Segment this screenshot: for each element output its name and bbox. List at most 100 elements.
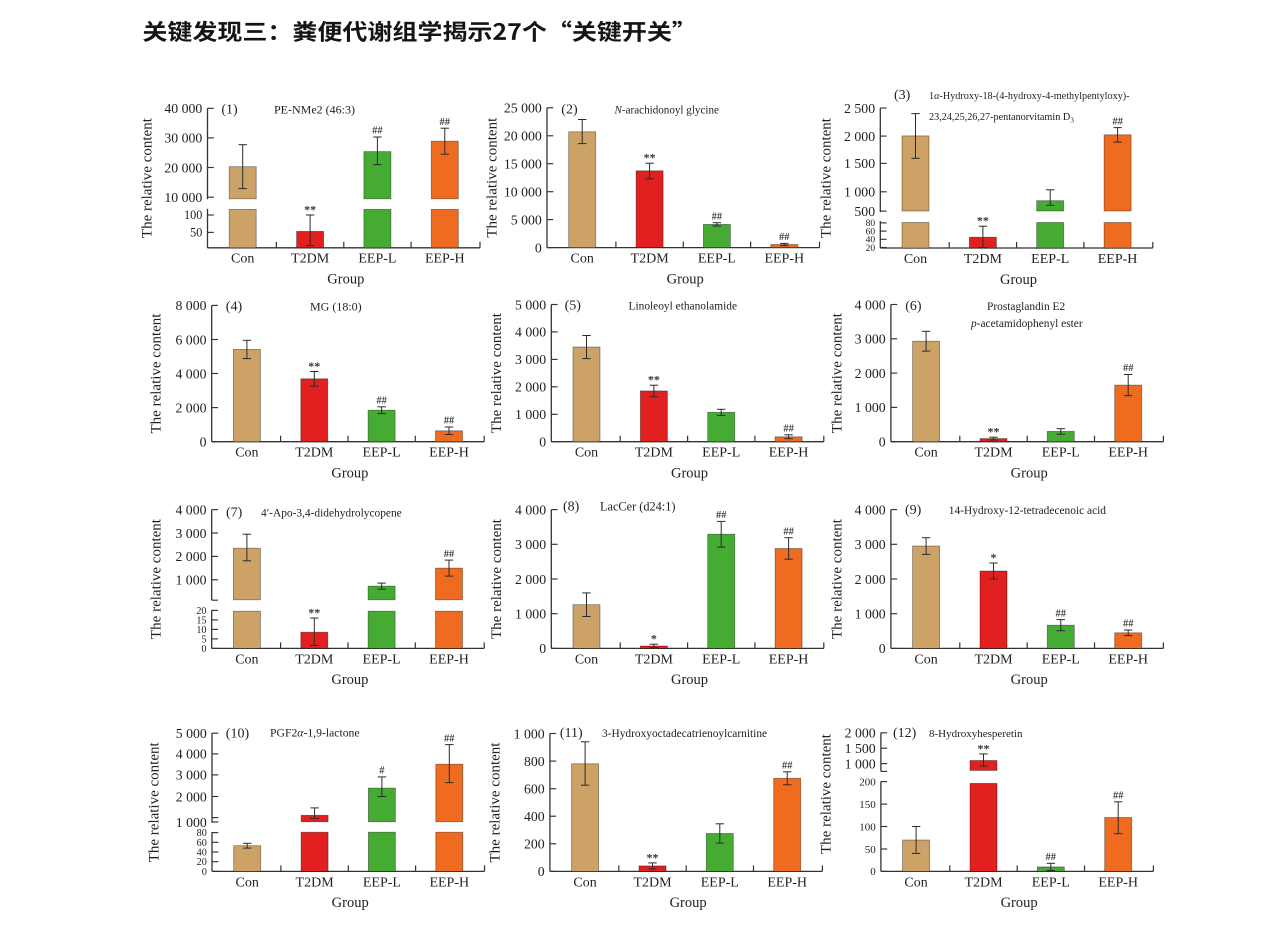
svg-text:0: 0 xyxy=(539,641,546,656)
svg-text:(5): (5) xyxy=(565,299,582,314)
svg-text:0: 0 xyxy=(539,435,546,450)
svg-text:0: 0 xyxy=(201,644,206,655)
svg-text:4 000: 4 000 xyxy=(176,747,207,762)
svg-text:2 000: 2 000 xyxy=(175,400,206,415)
svg-text:1 000: 1 000 xyxy=(175,573,206,588)
svg-text:2 000: 2 000 xyxy=(176,789,207,804)
svg-text:PGF2α-1,9-lactone: PGF2α-1,9-lactone xyxy=(270,727,360,740)
svg-text:Con: Con xyxy=(575,652,598,667)
svg-text:14-Hydroxy-12-tetradecenoic ac: 14-Hydroxy-12-tetradecenoic acid xyxy=(949,505,1106,517)
svg-text:**: ** xyxy=(644,151,656,165)
svg-text:**: ** xyxy=(647,850,659,864)
svg-text:Group: Group xyxy=(667,271,704,287)
svg-text:**: ** xyxy=(648,373,660,387)
svg-text:4 000: 4 000 xyxy=(855,502,886,517)
svg-text:3 000: 3 000 xyxy=(175,526,206,541)
svg-text:(7): (7) xyxy=(226,506,243,521)
svg-text:20: 20 xyxy=(197,857,207,868)
svg-text:##: ## xyxy=(1056,608,1067,619)
svg-text:EEP-L: EEP-L xyxy=(698,252,736,267)
svg-text:(9): (9) xyxy=(905,503,922,518)
svg-text:100: 100 xyxy=(859,821,876,833)
svg-text:##: ## xyxy=(712,211,723,222)
svg-text:4 000: 4 000 xyxy=(515,502,546,517)
svg-text:40 000: 40 000 xyxy=(164,101,202,116)
svg-text:EEP-H: EEP-H xyxy=(425,252,465,267)
svg-text:The relative content: The relative content xyxy=(819,117,835,238)
svg-text:EEP-L: EEP-L xyxy=(363,652,401,667)
svg-text:40: 40 xyxy=(197,848,207,859)
svg-text:1 000: 1 000 xyxy=(845,756,876,771)
svg-text:Con: Con xyxy=(573,875,596,890)
svg-text:*: * xyxy=(651,632,657,646)
svg-text:2 000: 2 000 xyxy=(515,380,546,395)
svg-text:##: ## xyxy=(440,117,451,128)
svg-text:4 000: 4 000 xyxy=(855,297,886,312)
svg-text:Group: Group xyxy=(327,272,364,288)
svg-text:0: 0 xyxy=(538,864,545,879)
svg-text:1 000: 1 000 xyxy=(176,815,207,830)
svg-text:Con: Con xyxy=(235,652,258,667)
svg-text:EEP-H: EEP-H xyxy=(1108,652,1148,667)
svg-text:23,24,25,26,27-pentanorvitamin: 23,24,25,26,27-pentanorvitamin D3 xyxy=(929,112,1074,125)
svg-text:EEP-H: EEP-H xyxy=(1098,875,1138,890)
svg-text:0: 0 xyxy=(879,435,886,450)
svg-text:0: 0 xyxy=(202,867,207,878)
svg-text:Con: Con xyxy=(235,446,258,461)
svg-text:Con: Con xyxy=(904,252,927,267)
svg-text:T2DM: T2DM xyxy=(633,875,672,890)
svg-text:150: 150 xyxy=(859,799,876,811)
svg-text:1α-Hydroxy-18-(4-hydroxy-4-met: 1α-Hydroxy-18-(4-hydroxy-4-methylpentylo… xyxy=(929,91,1130,102)
svg-text:MG (18:0): MG (18:0) xyxy=(310,299,362,313)
svg-text:T2DM: T2DM xyxy=(635,446,674,461)
svg-text:The relative content: The relative content xyxy=(485,117,501,238)
svg-text:#: # xyxy=(379,766,385,777)
svg-text:(2): (2) xyxy=(561,103,578,118)
svg-text:4 000: 4 000 xyxy=(175,502,206,517)
svg-text:EEP-H: EEP-H xyxy=(429,875,469,890)
svg-text:(1): (1) xyxy=(221,103,238,118)
svg-text:(10): (10) xyxy=(226,726,250,741)
svg-text:4 000: 4 000 xyxy=(175,366,206,381)
svg-text:8 000: 8 000 xyxy=(175,298,206,313)
svg-text:Group: Group xyxy=(1011,466,1048,482)
svg-text:10 000: 10 000 xyxy=(504,185,542,200)
svg-text:**: ** xyxy=(978,741,990,755)
svg-text:##: ## xyxy=(716,510,727,521)
svg-text:Con: Con xyxy=(231,252,254,267)
svg-text:5 000: 5 000 xyxy=(511,212,542,227)
svg-text:3 000: 3 000 xyxy=(515,352,546,367)
svg-text:15 000: 15 000 xyxy=(504,157,542,172)
svg-text:**: ** xyxy=(988,425,1000,439)
svg-text:2 000: 2 000 xyxy=(844,129,875,144)
svg-text:600: 600 xyxy=(524,782,545,797)
svg-text:5 000: 5 000 xyxy=(176,726,207,741)
svg-text:The relative content: The relative content xyxy=(819,733,835,854)
svg-text:10: 10 xyxy=(196,625,206,636)
svg-text:10 000: 10 000 xyxy=(164,190,202,205)
svg-text:EEP-L: EEP-L xyxy=(702,652,740,667)
svg-text:**: ** xyxy=(308,606,320,620)
svg-text:PE-NMe2 (46:3): PE-NMe2 (46:3) xyxy=(274,103,355,117)
svg-text:(11): (11) xyxy=(560,726,583,741)
svg-text:LacCer (d24:1): LacCer (d24:1) xyxy=(600,499,675,513)
svg-text:Group: Group xyxy=(1011,672,1048,688)
svg-text:2 000: 2 000 xyxy=(515,572,546,587)
svg-text:EEP-H: EEP-H xyxy=(769,446,809,461)
svg-text:The relative content: The relative content xyxy=(149,313,165,434)
svg-text:1 500: 1 500 xyxy=(844,156,875,171)
svg-text:Con: Con xyxy=(571,252,594,267)
svg-text:EEP-H: EEP-H xyxy=(769,652,809,667)
svg-text:T2DM: T2DM xyxy=(964,252,1003,267)
svg-text:T2DM: T2DM xyxy=(291,252,330,267)
svg-text:**: ** xyxy=(308,359,320,373)
svg-text:##: ## xyxy=(1113,791,1124,802)
svg-text:##: ## xyxy=(444,416,455,427)
svg-text:EEP-L: EEP-L xyxy=(1032,875,1070,890)
svg-text:Group: Group xyxy=(670,895,707,911)
svg-text:EEP-H: EEP-H xyxy=(1108,446,1148,461)
svg-text:3 000: 3 000 xyxy=(176,768,207,783)
svg-text:1 000: 1 000 xyxy=(515,607,546,622)
svg-text:400: 400 xyxy=(524,809,545,824)
svg-text:2 000: 2 000 xyxy=(175,549,206,564)
